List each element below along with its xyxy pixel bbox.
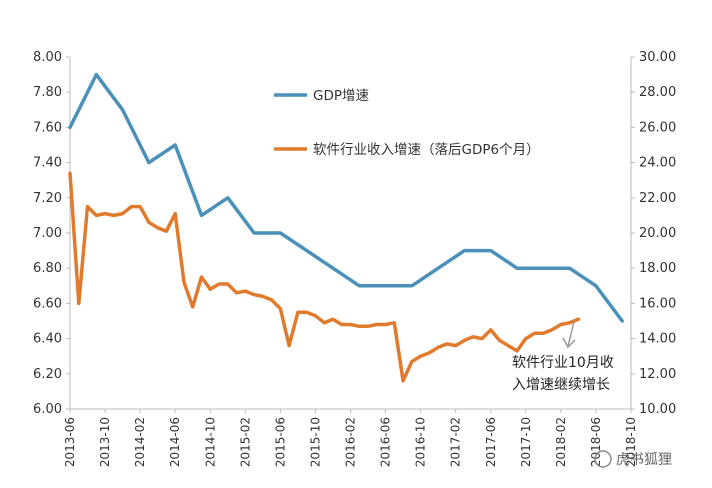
right-axis-ticks: 10.00 12.00 14.00 16.00 18.00 20.00 22.00 24.00… [631,50,676,417]
left-tick-label: 7.20 [33,191,62,206]
left-tick-label: 6.40 [33,332,62,347]
x-tick-label: 2016-02 [344,417,358,467]
series-software-revenue-line [68,171,581,383]
watermark-logo-icon [594,450,612,468]
watermark: 虎书狐狸 [594,450,672,468]
left-tick-label: 6.00 [33,402,62,417]
x-tick-label: 2015-10 [308,417,322,467]
series-gdp-line [68,72,624,323]
x-tick-label: 2013-06 [63,417,77,467]
x-axis-ticks: 2013-06 2013-10 2014-02 2014-06 2014-10 2015-… [63,409,638,467]
legend-label-software: 软件行业收入增速（落后GDP6个月） [313,142,540,158]
x-tick-label: 2018-02 [554,417,568,467]
x-tick-label: 2013-10 [98,417,112,467]
x-tick-label: 2016-06 [379,417,393,467]
x-tick-label: 2017-02 [449,417,463,467]
left-tick-label: 7.40 [33,156,62,171]
x-tick-label: 2014-06 [168,417,182,467]
right-tick-label: 24.00 [639,156,676,171]
x-tick-label: 2018-06 [589,417,603,467]
annotation-line-2: 入增速继续增长 [512,376,610,393]
left-tick-label: 6.60 [33,296,62,311]
x-tick-label: 2018-10 [624,417,638,467]
right-tick-label: 14.00 [639,332,676,347]
right-tick-label: 22.00 [639,191,676,206]
right-tick-label: 30.00 [639,50,676,65]
left-tick-label: 8.00 [33,50,62,65]
legend-label-gdp: GDP增速 [313,88,369,104]
right-tick-label: 16.00 [639,296,676,311]
annotation-arrow-icon [562,321,576,349]
right-tick-label: 18.00 [639,261,676,276]
x-tick-label: 2015-02 [238,417,252,467]
left-tick-label: 6.20 [33,367,62,382]
x-tick-label: 2014-10 [203,417,217,467]
left-tick-label: 7.80 [33,85,62,100]
x-tick-label: 2015-06 [273,417,287,467]
right-tick-label: 28.00 [639,85,676,100]
right-tick-label: 10.00 [639,402,676,417]
left-tick-label: 7.00 [33,226,62,241]
right-tick-label: 12.00 [639,367,676,382]
watermark-text: 虎书狐狸 [616,452,672,468]
x-tick-label: 2014-02 [133,417,147,467]
left-axis-ticks: 6.00 6.20 6.40 6.60 6.80 7.00 7.20 7.40 7.60 7.80… [33,50,70,417]
legend: GDP增速 软件行业收入增速（落后GDP6个月） [274,88,540,158]
right-tick-label: 26.00 [639,120,676,135]
x-tick-label: 2017-10 [519,417,533,467]
left-tick-label: 7.60 [33,120,62,135]
x-tick-label: 2017-06 [484,417,498,467]
annotation: 软件行业10月收 入增速继续增长 [512,321,614,393]
annotation-line-1: 软件行业10月收 [512,355,614,371]
x-tick-label: 2016-10 [414,417,428,467]
right-tick-label: 20.00 [639,226,676,241]
left-tick-label: 6.80 [33,261,62,276]
